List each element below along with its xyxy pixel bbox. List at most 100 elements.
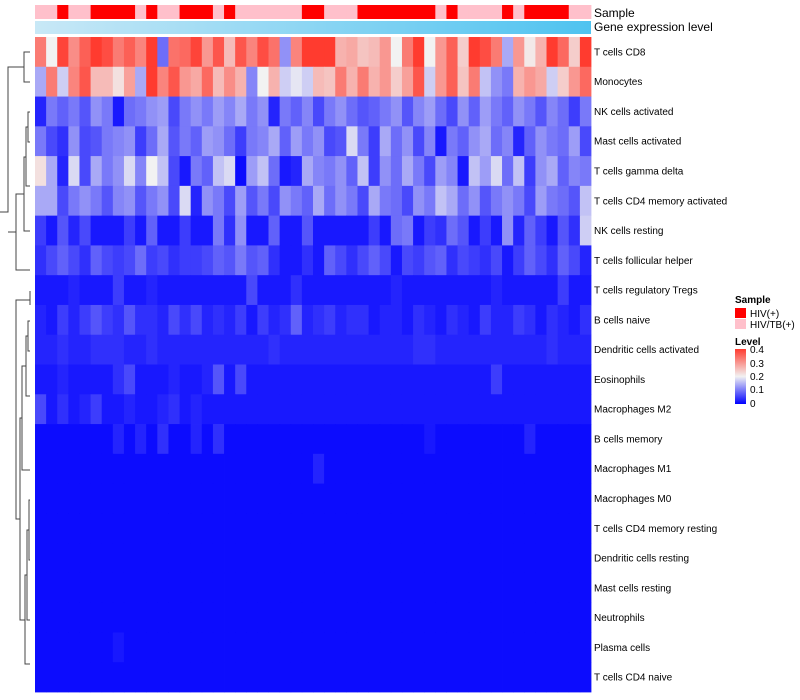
- heatmap-cell: [168, 602, 180, 633]
- heatmap-cell: [468, 37, 481, 68]
- heatmap-cell: [46, 453, 58, 484]
- heatmap-cell: [579, 156, 592, 187]
- heatmap-cell: [35, 185, 47, 217]
- heatmap-cell: [112, 453, 125, 484]
- heatmap-cell: [201, 304, 214, 336]
- row-label: T cells CD4 naive: [594, 673, 673, 684]
- heatmap-cell: [224, 245, 236, 276]
- heatmap-cell: [346, 662, 358, 693]
- heatmap-cell: [235, 334, 247, 365]
- heatmap-cell: [357, 572, 369, 604]
- heatmap-cell: [90, 453, 103, 484]
- heatmap-cell: [257, 66, 269, 97]
- heatmap-cell: [90, 662, 103, 693]
- heatmap-cell: [268, 96, 281, 127]
- heatmap-cell: [413, 602, 425, 633]
- heatmap-cell: [424, 364, 436, 395]
- heatmap-cell: [246, 334, 258, 365]
- heatmap-cell: [446, 364, 458, 395]
- heatmap-cell: [123, 602, 136, 633]
- heatmap-cell: [390, 334, 403, 365]
- heatmap-cell: [502, 156, 514, 187]
- heatmap-cell: [401, 632, 414, 663]
- heatmap-cell: [268, 156, 281, 187]
- heatmap-cell: [579, 126, 592, 157]
- heatmap-cell: [224, 126, 236, 157]
- heatmap-cell: [57, 126, 69, 157]
- heatmap-cell: [479, 126, 492, 157]
- heatmap-cell: [357, 66, 369, 97]
- heatmap-cell: [268, 632, 281, 663]
- heatmap-cell: [35, 66, 47, 97]
- heatmap-cell: [568, 275, 581, 306]
- heatmap-cell: [390, 37, 403, 68]
- heatmap-cell: [535, 275, 547, 306]
- heatmap-cell: [212, 126, 225, 157]
- heatmap-cell: [357, 662, 369, 693]
- heatmap-cell: [168, 483, 180, 514]
- heatmap-cell: [179, 513, 192, 544]
- heatmap-cell: [201, 215, 214, 246]
- heatmap-cell: [546, 66, 559, 97]
- heatmap-cell: [568, 483, 581, 514]
- heatmap-cell: [524, 96, 536, 127]
- heatmap-cell: [90, 66, 103, 97]
- heatmap-cell: [179, 215, 192, 246]
- heatmap-cell: [279, 245, 292, 276]
- heatmap-cell: [357, 632, 369, 663]
- sample-annotation-cell: [346, 5, 358, 19]
- heatmap-cell: [257, 364, 269, 395]
- heatmap-cell: [246, 602, 258, 633]
- heatmap-cell: [546, 453, 559, 484]
- heatmap-cell: [401, 156, 414, 187]
- heatmap-cell: [46, 334, 58, 365]
- row-label: Mast cells activated: [594, 137, 681, 148]
- heatmap-cell: [190, 37, 203, 68]
- heatmap-cell: [201, 602, 214, 633]
- heatmap-cell: [301, 513, 314, 544]
- sample-annotation-cell: [435, 5, 447, 19]
- heatmap-cell: [135, 662, 147, 693]
- heatmap-cell: [324, 156, 336, 187]
- heatmap-cell: [357, 543, 369, 574]
- heatmap-cell: [301, 37, 314, 68]
- heatmap-cell: [379, 37, 392, 68]
- heatmap-cell: [457, 37, 470, 68]
- heatmap-cell: [146, 245, 158, 276]
- heatmap-cell: [479, 156, 492, 187]
- heatmap-cell: [68, 126, 80, 157]
- heatmap-cell: [57, 394, 69, 425]
- heatmap-cell: [346, 37, 358, 68]
- heatmap-cell: [112, 513, 125, 544]
- heatmap-cell: [513, 543, 525, 574]
- heatmap-cell: [446, 304, 458, 336]
- heatmap-cell: [324, 483, 336, 514]
- heatmap-cell: [524, 483, 536, 514]
- heatmap-cell: [101, 602, 114, 633]
- heatmap-cell: [457, 364, 470, 395]
- heatmap-cell: [457, 275, 470, 306]
- heatmap-cell: [235, 126, 247, 157]
- heatmap-cell: [579, 394, 592, 425]
- heatmap-cell: [435, 632, 447, 663]
- heatmap-cell: [179, 632, 192, 663]
- row-dendrogram: [0, 51, 31, 665]
- heatmap-cell: [268, 66, 281, 97]
- heatmap-cell: [413, 215, 425, 246]
- heatmap-cell: [468, 334, 481, 365]
- heatmap-cell: [457, 513, 470, 544]
- heatmap-cell: [468, 513, 481, 544]
- heatmap-cell: [379, 334, 392, 365]
- heatmap-cell: [424, 96, 436, 127]
- heatmap-cell: [390, 543, 403, 574]
- heatmap-cell: [90, 543, 103, 574]
- heatmap-cell: [190, 334, 203, 365]
- heatmap-cell: [568, 632, 581, 663]
- heatmap-cell: [168, 215, 180, 246]
- heatmap-cell: [268, 275, 281, 306]
- heatmap-cell: [168, 96, 180, 127]
- heatmap-cell: [123, 453, 136, 484]
- heatmap-cell: [168, 424, 180, 455]
- heatmap-cell: [313, 245, 325, 276]
- heatmap-cell: [446, 453, 458, 484]
